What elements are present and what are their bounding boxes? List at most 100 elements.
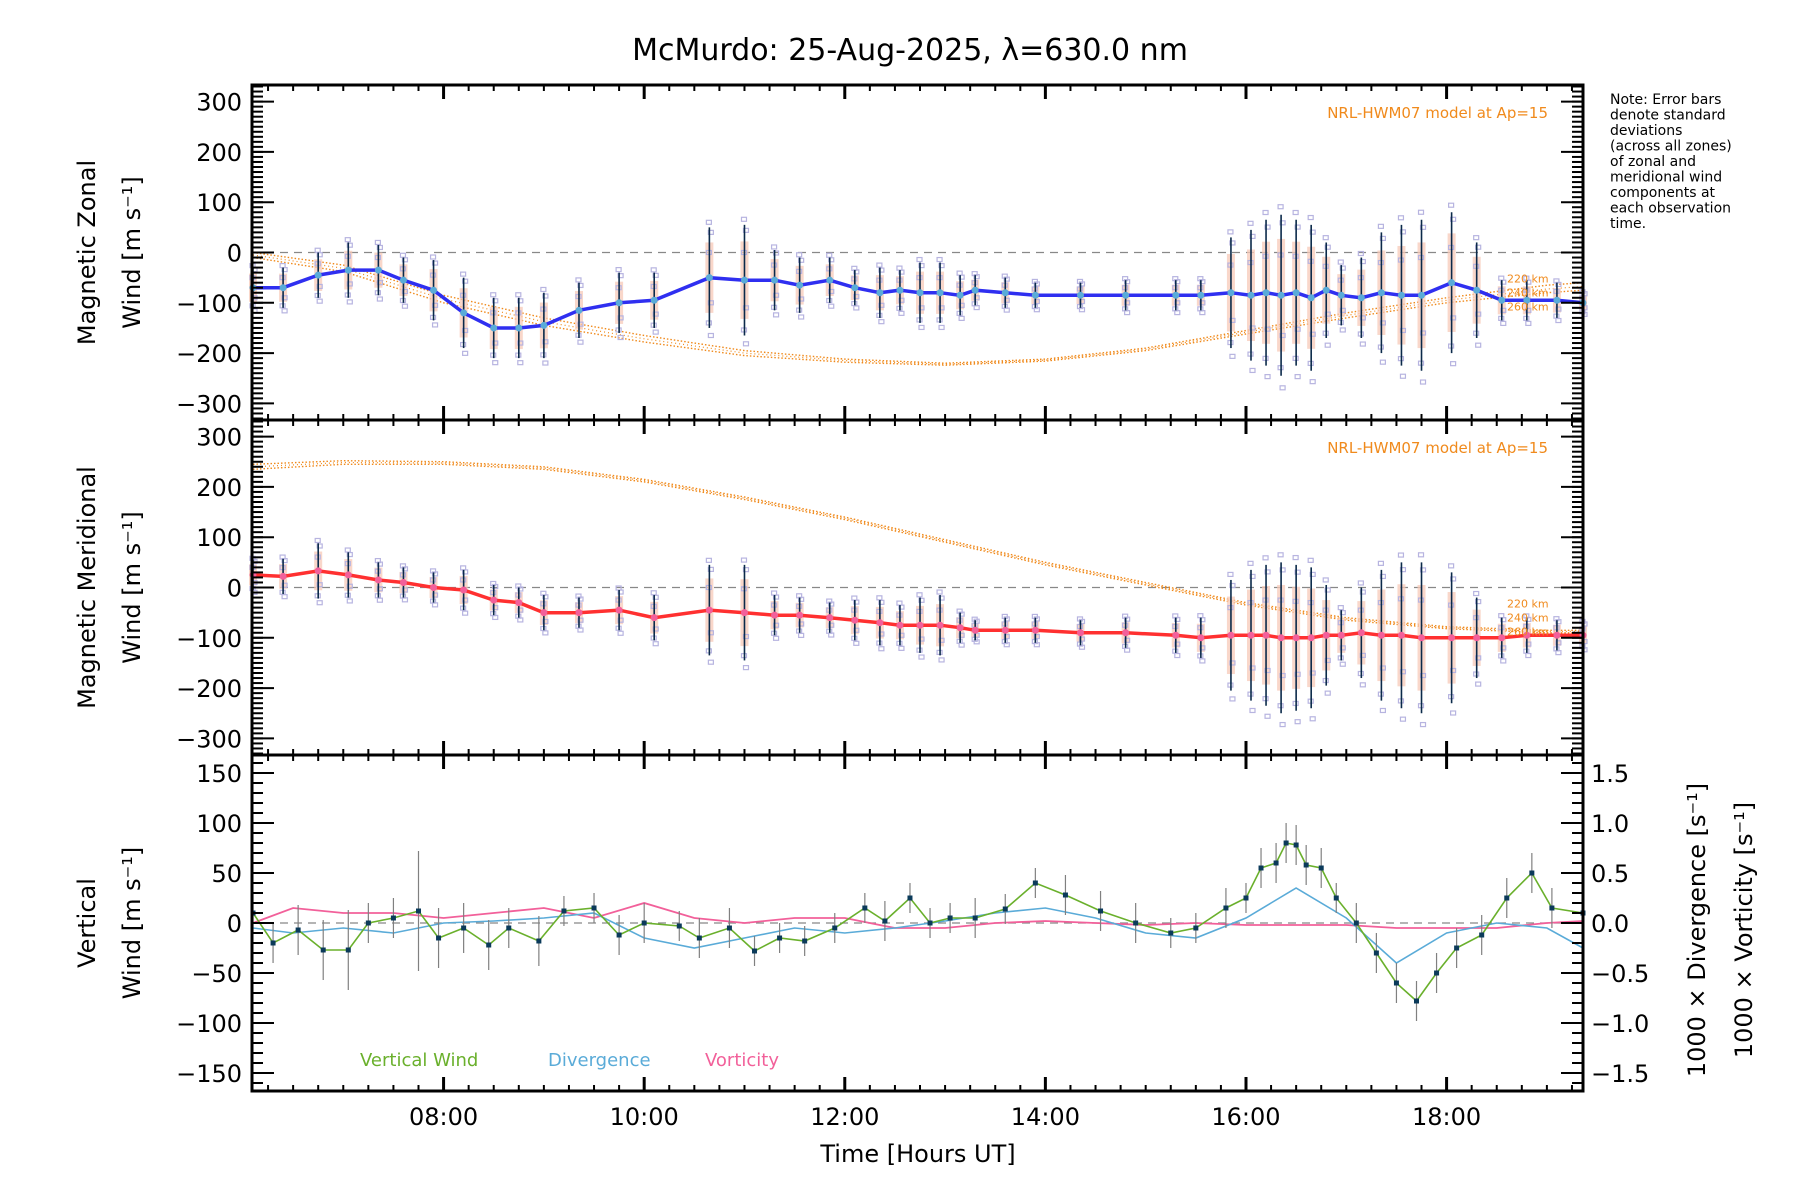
- zone-point: [828, 632, 835, 638]
- zone-point: [577, 282, 584, 289]
- data-point: [279, 284, 287, 292]
- zone-point: [705, 219, 712, 225]
- data-point: [971, 626, 979, 634]
- zone-point: [1448, 563, 1455, 569]
- zone-point: [1294, 374, 1301, 380]
- zone-point: [1277, 552, 1284, 558]
- zone-point: [344, 547, 351, 553]
- y-tick-label: 300: [196, 424, 242, 452]
- data-point: [460, 586, 468, 594]
- zone-point: [1199, 310, 1206, 316]
- data-point: [1377, 631, 1385, 639]
- y-tick-label: −200: [176, 675, 242, 703]
- zone-point: [878, 267, 885, 273]
- zone-point: [376, 244, 383, 251]
- zone-point: [316, 283, 323, 290]
- zone-point: [1124, 279, 1131, 285]
- note-line: time.: [1610, 216, 1646, 232]
- data-point: [1377, 289, 1385, 297]
- zone-point: [652, 594, 659, 600]
- data-point: [1473, 634, 1481, 642]
- legend-vertical-wind: Vertical Wind: [360, 1050, 478, 1071]
- zone-point: [1555, 640, 1562, 646]
- vertical-wind-point: [1529, 870, 1535, 876]
- zone-point: [346, 281, 353, 287]
- zone-point: [1229, 582, 1236, 589]
- zone-point: [517, 340, 524, 346]
- data-point: [575, 306, 583, 314]
- data-point: [1418, 291, 1426, 299]
- zone-point: [1247, 220, 1254, 226]
- zone-point: [1475, 311, 1482, 317]
- vertical-wind-point: [1243, 895, 1249, 901]
- zone-point: [1124, 616, 1131, 622]
- zone-point: [1379, 665, 1386, 671]
- zone-point: [958, 642, 965, 648]
- y2-tick-label: −1.0: [1591, 1010, 1649, 1038]
- zone-point: [1339, 645, 1346, 651]
- data-point: [956, 291, 964, 299]
- zone-point: [707, 332, 714, 339]
- zone-point: [429, 254, 437, 260]
- zone-point: [1337, 259, 1344, 265]
- data-point: [1001, 289, 1009, 297]
- note-line: each observation: [1610, 201, 1731, 217]
- zone-point: [1227, 229, 1234, 235]
- zone-point: [1279, 332, 1286, 339]
- vorticity-line: [252, 902, 1584, 929]
- data-point: [1197, 291, 1205, 299]
- zone-point: [1124, 310, 1131, 316]
- zone-point: [1309, 716, 1316, 722]
- zone-point: [742, 227, 750, 233]
- y-tick-label: 100: [196, 524, 242, 552]
- zone-point: [896, 600, 903, 606]
- note-line: denote standard: [1610, 108, 1726, 124]
- data-point: [1307, 294, 1315, 302]
- zone-point: [828, 257, 835, 263]
- zone-point: [1229, 353, 1236, 359]
- data-point: [1031, 291, 1039, 299]
- data-point: [1227, 631, 1235, 639]
- zone-point: [1199, 645, 1206, 651]
- y-tick-label: 100: [196, 189, 242, 217]
- zone-point: [916, 592, 923, 598]
- zone-point: [1450, 315, 1457, 321]
- zone-point: [1174, 641, 1181, 647]
- zone-point: [1473, 590, 1480, 597]
- zone-point: [1555, 650, 1562, 656]
- data-point: [374, 576, 382, 584]
- zone-point: [615, 267, 622, 273]
- zone-point: [577, 339, 584, 345]
- vertical-wind-point: [1168, 930, 1174, 936]
- zone-point: [1324, 657, 1331, 664]
- zone-point: [376, 586, 383, 592]
- zone-point: [742, 341, 750, 347]
- vertical-wind-point: [676, 923, 682, 929]
- y-tick-label: −100: [176, 1010, 242, 1038]
- zone-point: [742, 665, 750, 671]
- data-point: [1397, 631, 1405, 639]
- x-tick-label: 08:00: [409, 1103, 478, 1131]
- zone-point: [1264, 224, 1271, 230]
- zone-point: [1450, 216, 1457, 222]
- data-point: [796, 281, 804, 289]
- zone-point: [462, 597, 469, 603]
- x-tick-label: 18:00: [1412, 1103, 1481, 1131]
- zone-point: [1264, 374, 1271, 380]
- zone-point: [1399, 373, 1407, 379]
- data-point: [1473, 286, 1481, 294]
- vertical-wind-point: [536, 938, 542, 944]
- data-point: [515, 599, 523, 607]
- zone-point: [1359, 589, 1366, 595]
- data-point: [1172, 291, 1180, 299]
- y-tick-label: 300: [196, 89, 242, 117]
- data-point: [1292, 289, 1300, 297]
- zone-point: [617, 334, 624, 341]
- y-tick-label: 200: [196, 139, 242, 167]
- data-point: [1322, 286, 1330, 294]
- zone-point: [1419, 224, 1427, 230]
- zone-point: [772, 622, 780, 628]
- zone-point: [973, 639, 980, 645]
- zone-point: [958, 302, 965, 308]
